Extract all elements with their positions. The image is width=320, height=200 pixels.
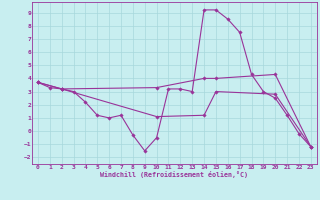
X-axis label: Windchill (Refroidissement éolien,°C): Windchill (Refroidissement éolien,°C) <box>100 171 248 178</box>
